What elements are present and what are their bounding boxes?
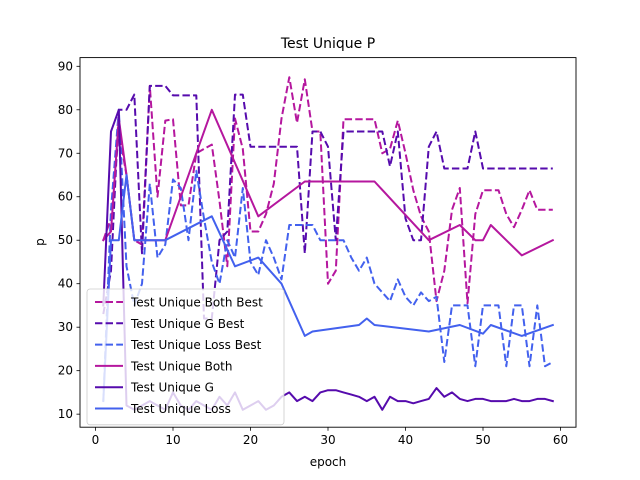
legend-label: Test Unique Both Best (130, 296, 263, 310)
y-tick-label: 90 (58, 59, 73, 73)
y-tick-label: 10 (58, 407, 73, 421)
x-axis-label: epoch (310, 455, 347, 469)
y-axis-label: p (33, 238, 47, 246)
y-tick-label: 80 (58, 103, 73, 117)
legend-label: Test Unique Loss Best (130, 338, 262, 352)
x-tick-label: 20 (243, 433, 258, 447)
y-tick-label: 30 (58, 320, 73, 334)
series-line-2 (102, 84, 553, 320)
chart-title: Test Unique P (280, 36, 375, 52)
x-tick-label: 60 (553, 433, 568, 447)
legend-box (86, 288, 285, 426)
x-tick-label: 50 (475, 433, 490, 447)
series-line-4 (101, 108, 555, 257)
legend-label: Test Unique G (130, 381, 214, 395)
series-layer (101, 76, 555, 411)
series-line-3 (102, 108, 554, 402)
y-tick-label: 70 (58, 146, 73, 160)
series-line-6 (102, 174, 555, 403)
legend: Test Unique Both Best Test Unique G Best T… (86, 288, 285, 426)
y-tick-label: 20 (58, 364, 73, 378)
legend-label: Test Unique G Best (130, 317, 245, 331)
y-tick-label: 40 (58, 277, 73, 291)
x-tick-label: 30 (320, 433, 335, 447)
legend-label: Test Unique Loss (130, 402, 231, 416)
legend-label: Test Unique Both (130, 359, 232, 373)
y-axis: 10 20 30 40 50 60 70 80 90 (58, 59, 80, 421)
x-axis: 0 10 20 30 40 50 60 (92, 427, 568, 447)
x-tick-label: 10 (165, 433, 180, 447)
y-tick-label: 60 (58, 190, 73, 204)
y-tick-label: 50 (58, 233, 73, 247)
x-tick-label: 40 (398, 433, 413, 447)
x-tick-label: 0 (92, 433, 100, 447)
series-line-1 (102, 76, 553, 305)
